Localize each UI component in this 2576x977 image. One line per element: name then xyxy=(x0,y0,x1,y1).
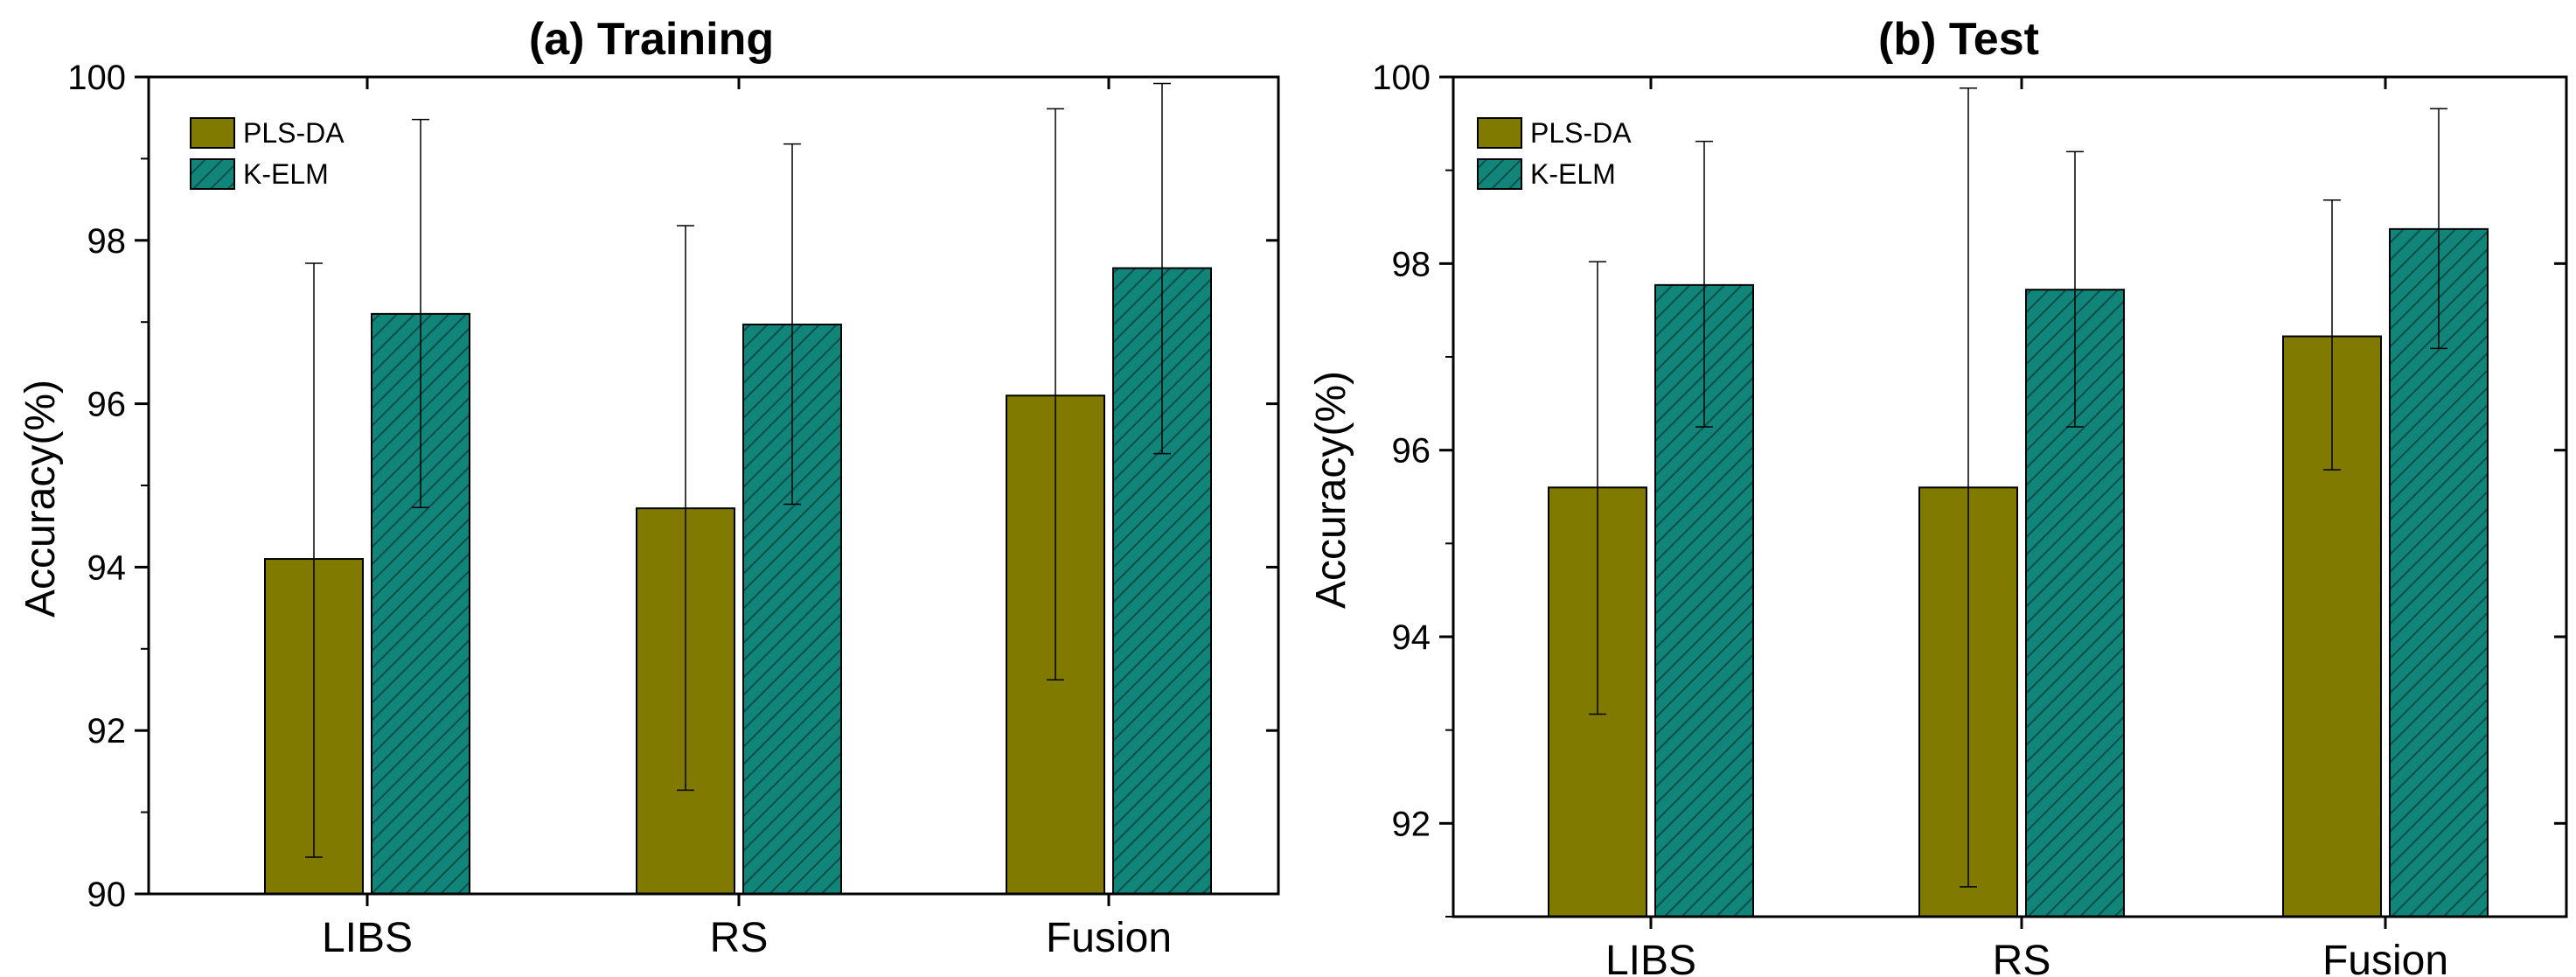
legend-label-pls-da: PLS-DA xyxy=(243,117,345,149)
x-tick-label-libs: LIBS xyxy=(322,915,413,961)
legend-test: PLS-DA K-ELM xyxy=(1477,117,1632,190)
y-axis-label-training: Accuracy(%) xyxy=(17,380,64,618)
y-tick-label: 90 xyxy=(87,876,127,914)
legend-swatch-k-elm xyxy=(1477,158,1522,190)
y-tick-label: 100 xyxy=(67,59,126,97)
y-tick-label: 100 xyxy=(1372,59,1431,97)
x-tick-label-fusion: Fusion xyxy=(2322,938,2448,977)
y-tick-label: 96 xyxy=(1392,432,1431,471)
x-tick-label-rs: RS xyxy=(1993,938,2051,977)
panel-test: (b) Test Accuracy(%) 92 94 96 98 100 LIBS RS Fu… xyxy=(1308,14,2568,977)
panel-training: (a) Training Accuracy(%) 90 92 94 96 98 100 LI… xyxy=(17,14,1280,961)
legend-label-k-elm: K-ELM xyxy=(1530,158,1616,190)
y-tick-label: 98 xyxy=(1392,245,1431,283)
plot-frame xyxy=(1452,75,2568,918)
legend-swatch-pls-da xyxy=(190,117,235,149)
legend-training: PLS-DA K-ELM xyxy=(190,117,345,190)
legend-swatch-pls-da xyxy=(1477,117,1522,149)
panel-title-test: (b) Test xyxy=(1878,14,2039,65)
plot-area-test: 92 94 96 98 100 LIBS RS Fusion xyxy=(1372,59,2568,977)
x-tick-label-rs: RS xyxy=(710,915,769,961)
y-tick-label: 96 xyxy=(87,386,127,424)
legend-swatch-k-elm xyxy=(190,158,235,190)
y-tick-label: 98 xyxy=(87,222,127,261)
x-tick-label-libs: LIBS xyxy=(1605,938,1696,977)
panel-title-training: (a) Training xyxy=(529,14,774,65)
y-tick-label: 94 xyxy=(1392,618,1431,657)
y-tick-label: 92 xyxy=(87,712,127,750)
legend-label-k-elm: K-ELM xyxy=(243,158,329,190)
y-axis-label-test: Accuracy(%) xyxy=(1308,371,1354,609)
plot-area-training: 90 92 94 96 98 100 LIBS RS Fusion xyxy=(67,59,1280,961)
y-tick-label: 94 xyxy=(87,548,127,587)
y-tick-label: 92 xyxy=(1392,805,1431,843)
legend-label-pls-da: PLS-DA xyxy=(1530,117,1632,149)
x-tick-label-fusion: Fusion xyxy=(1046,915,1172,961)
